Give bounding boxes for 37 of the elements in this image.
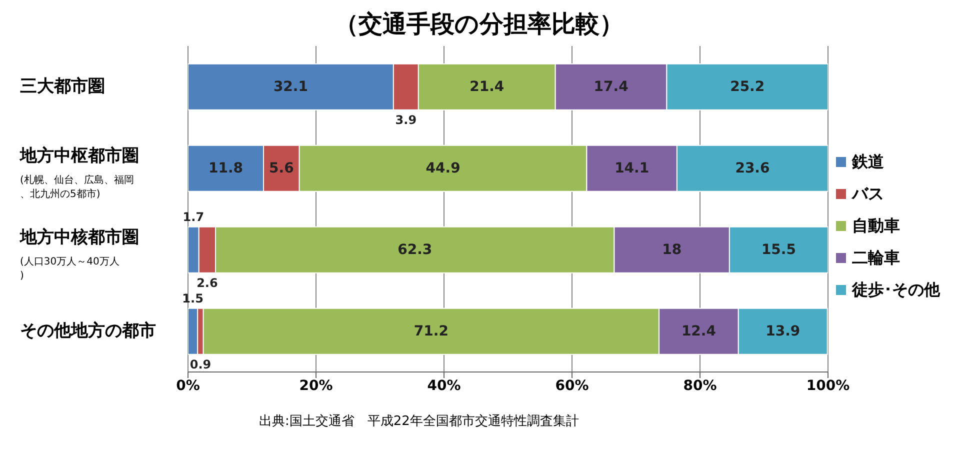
data-label: 1.5 [182, 292, 204, 306]
data-label: 2.6 [196, 276, 218, 290]
data-label: 14.1 [614, 160, 650, 176]
x-tick-label: 80% [683, 378, 717, 394]
data-label: 13.9 [766, 323, 800, 340]
chart-title: （交通手段の分担率比較） [334, 9, 624, 40]
data-label: 44.9 [426, 160, 460, 176]
y-tick-label: 三大都市圏 [20, 76, 105, 96]
data-label: 1.7 [182, 210, 204, 224]
data-label: 21.4 [470, 78, 504, 95]
x-tick-label: 20% [299, 378, 333, 394]
source-note: 出典:国土交通省 平成22年全国都市交通特性調査集計 [258, 413, 580, 430]
legend-label: バス [852, 183, 884, 205]
data-label: 12.4 [681, 323, 716, 340]
data-label: 5.6 [269, 160, 294, 176]
data-label: 18 [662, 242, 682, 258]
legend-label: 二輪車 [852, 247, 900, 269]
y-tick-label: 地方中核都市圏(人口30万人～40万人) [19, 227, 139, 282]
x-tick-label: 0% [176, 378, 200, 394]
data-label: 32.1 [273, 78, 308, 95]
legend-label: 徒歩･その他 [852, 279, 940, 301]
legend-label: 自動車 [852, 215, 900, 237]
x-tick-label: 100% [806, 378, 850, 394]
x-tick-label: 40% [427, 378, 461, 394]
data-label: 71.2 [414, 323, 448, 340]
y-tick-label: 地方中枢都市圏(札幌、仙台、広島、福岡、北九州の5都市) [19, 146, 139, 200]
data-label: 15.5 [761, 242, 796, 258]
data-label: 25.2 [730, 78, 765, 95]
x-tick-label: 60% [555, 378, 589, 394]
data-label: 62.3 [398, 242, 432, 258]
data-label: 0.9 [190, 358, 212, 372]
legend-label: 鉄道 [852, 151, 884, 173]
data-label: 23.6 [735, 160, 770, 176]
y-tick-label: その他地方の都市 [20, 320, 156, 341]
data-label: 3.9 [395, 113, 417, 128]
data-label: 17.4 [594, 78, 629, 95]
data-label: 11.8 [208, 160, 244, 176]
